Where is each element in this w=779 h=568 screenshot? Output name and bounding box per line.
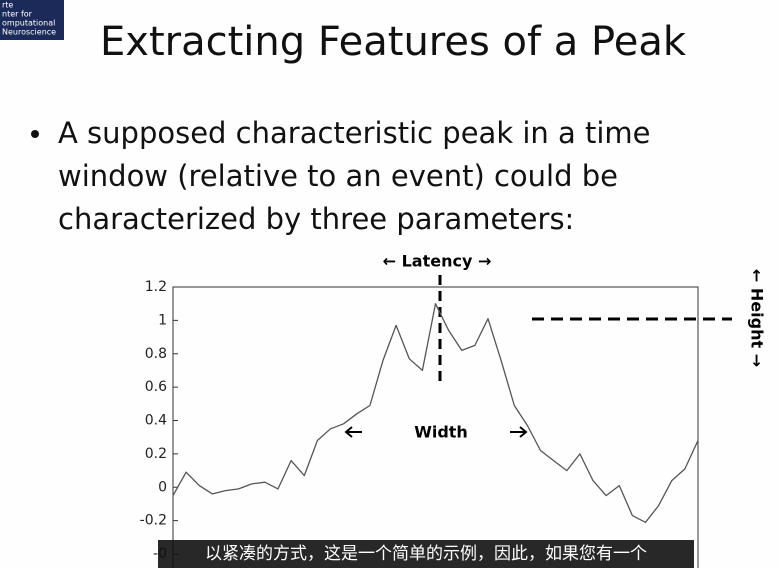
y-tick-label: 0.8: [145, 346, 167, 362]
y-tick-label: 0.2: [145, 446, 167, 462]
latency-label: ← Latency →: [383, 252, 492, 271]
y-tick-label: 0: [158, 479, 167, 495]
logo-text: rte: [2, 1, 13, 10]
logo-text: omputational: [2, 19, 55, 28]
width-label: Width: [414, 423, 468, 442]
width-arrow: [510, 426, 528, 438]
y-tick-label: -0.2: [140, 513, 167, 529]
subtitle-text: 以紧凑的方式，这是一个简单的示例，因此，如果您有一个: [205, 544, 647, 564]
y-tick-label: 1.2: [145, 279, 167, 295]
bullet-dot: [31, 130, 39, 138]
plot-frame: [172, 286, 699, 568]
height-label: ← Height →: [748, 269, 767, 367]
y-tick-label: 0.4: [145, 413, 167, 429]
logo-text: Neuroscience: [2, 28, 56, 37]
width-arrow: [344, 426, 362, 438]
bullet-text: A supposed characteristic peak in a time: [58, 116, 651, 150]
logo: [0, 0, 64, 40]
y-tick-label: 0.6: [145, 379, 167, 395]
subtitle-box: [158, 540, 694, 568]
data-line: [172, 303, 699, 523]
y-tick-label: 1: [158, 312, 167, 328]
bullet-text: window (relative to an event) could be: [58, 159, 618, 193]
slide-title: Extracting Features of a Peak: [100, 19, 687, 65]
bullet-text: characterized by three parameters:: [58, 202, 574, 236]
logo-text: nter for: [2, 10, 33, 19]
